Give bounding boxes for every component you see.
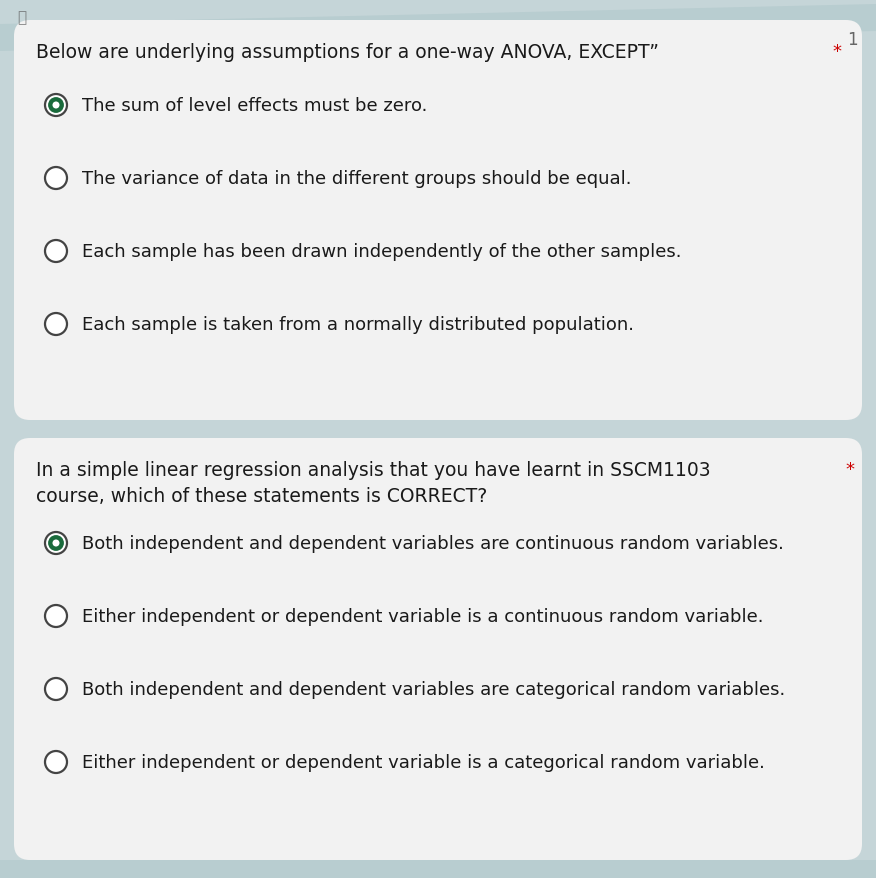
Text: Both independent and dependent variables are categorical random variables.: Both independent and dependent variables…	[82, 680, 785, 698]
Text: The variance of data in the different groups should be equal.: The variance of data in the different gr…	[82, 169, 632, 188]
Text: Either independent or dependent variable is a categorical random variable.: Either independent or dependent variable…	[82, 753, 765, 771]
Text: Each sample is taken from a normally distributed population.: Each sample is taken from a normally dis…	[82, 315, 634, 334]
Text: The sum of level effects must be zero.: The sum of level effects must be zero.	[82, 97, 427, 115]
Text: Each sample has been drawn independently of the other samples.: Each sample has been drawn independently…	[82, 242, 682, 261]
Circle shape	[45, 605, 67, 627]
Text: *: *	[845, 460, 854, 479]
Circle shape	[48, 536, 64, 551]
Text: *: *	[832, 43, 841, 61]
Text: In a simple linear regression analysis that you have learnt in SSCM1103: In a simple linear regression analysis t…	[36, 460, 710, 479]
FancyBboxPatch shape	[14, 21, 862, 421]
Circle shape	[45, 313, 67, 335]
Circle shape	[45, 678, 67, 700]
Circle shape	[45, 168, 67, 190]
Text: Either independent or dependent variable is a continuous random variable.: Either independent or dependent variable…	[82, 608, 764, 625]
Circle shape	[53, 540, 60, 547]
Text: Both independent and dependent variables are continuous random variables.: Both independent and dependent variables…	[82, 535, 784, 552]
Circle shape	[45, 241, 67, 263]
Circle shape	[53, 103, 60, 110]
Text: course, which of these statements is CORRECT?: course, which of these statements is COR…	[36, 486, 487, 506]
Text: ⨿: ⨿	[18, 11, 26, 25]
FancyBboxPatch shape	[0, 860, 876, 878]
FancyBboxPatch shape	[14, 438, 862, 860]
Circle shape	[45, 95, 67, 117]
Circle shape	[45, 752, 67, 774]
Text: 1: 1	[847, 31, 858, 49]
Circle shape	[48, 98, 64, 114]
Circle shape	[45, 532, 67, 554]
Text: Below are underlying assumptions for a one-way ANOVA, EXCEPT”: Below are underlying assumptions for a o…	[36, 43, 659, 62]
Polygon shape	[0, 5, 876, 52]
